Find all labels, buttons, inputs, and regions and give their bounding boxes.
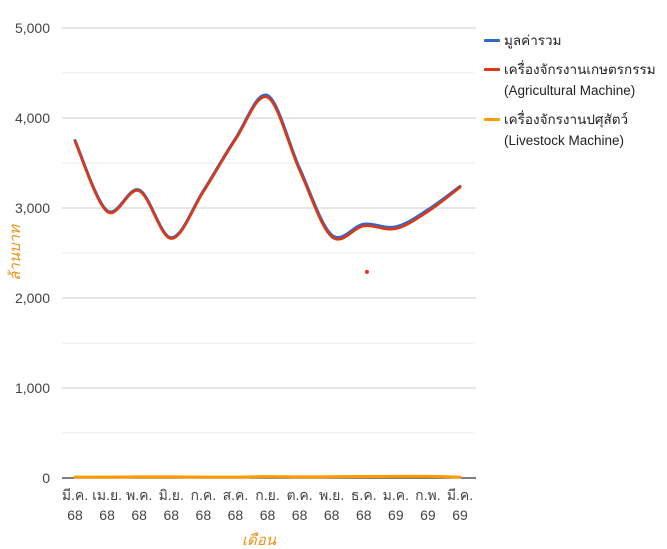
series-line-agricultural[interactable]	[73, 95, 462, 241]
annotations	[364, 269, 369, 274]
legend-label-livestock: เครื่องจักรงานปศุสัตว์ (Livestock Machin…	[504, 112, 629, 148]
y-tick-label: 1,000	[15, 380, 50, 396]
x-tick-label: ธ.ค. 68	[351, 487, 377, 523]
legend-swatch-total	[484, 39, 500, 42]
x-tick-label: ก.ย. 68	[255, 487, 279, 523]
series-line-livestock[interactable]	[73, 474, 462, 479]
legend-swatch-livestock	[484, 118, 500, 121]
legend-label-total: มูลค่ารวม	[504, 33, 562, 48]
x-tick-label: มี.ค. 69	[447, 487, 473, 523]
y-tick-label: 3,000	[15, 200, 50, 216]
legend: มูลค่ารวม เครื่องจักรงานเกษตรกรรม (Agric…	[484, 30, 664, 159]
x-axis-title: เดือน	[242, 532, 277, 549]
x-tick-label: ก.ค. 68	[191, 487, 217, 523]
annotation-dot	[364, 269, 369, 274]
x-tick-label: เม.ย. 68	[92, 487, 122, 523]
x-tick-label: มี.ค. 68	[62, 487, 88, 523]
series-line-total[interactable]	[73, 93, 462, 240]
x-tick-label: ม.ค. 69	[383, 487, 409, 523]
y-axis-title: ล้านบาท	[7, 224, 24, 281]
x-tick-label: ต.ค. 68	[286, 487, 312, 523]
legend-item-livestock[interactable]: เครื่องจักรงานปศุสัตว์ (Livestock Machin…	[484, 109, 664, 151]
x-tick-label: ก.พ. 69	[415, 487, 440, 523]
y-tick-label: 2,000	[15, 290, 50, 306]
y-tick-label: 4,000	[15, 110, 50, 126]
y-axis-ticks: 0 1,000 2,000 3,000 4,000 5,000	[15, 20, 50, 486]
x-tick-label: มิ.ย. 68	[159, 487, 184, 523]
legend-item-agricultural[interactable]: เครื่องจักรงานเกษตรกรรม (Agricultural Ma…	[484, 59, 664, 101]
x-tick-label: พ.ค. 68	[126, 487, 152, 523]
x-tick-label: พ.ย. 68	[319, 487, 344, 523]
series-lines	[73, 93, 462, 479]
legend-item-total[interactable]: มูลค่ารวม	[484, 30, 664, 51]
y-tick-label: 5,000	[15, 20, 50, 36]
legend-swatch-agricultural	[484, 68, 500, 71]
y-tick-label: 0	[42, 470, 50, 486]
legend-label-agricultural: เครื่องจักรงานเกษตรกรรม (Agricultural Ma…	[504, 62, 656, 98]
x-tick-label: ส.ค. 68	[223, 487, 249, 523]
